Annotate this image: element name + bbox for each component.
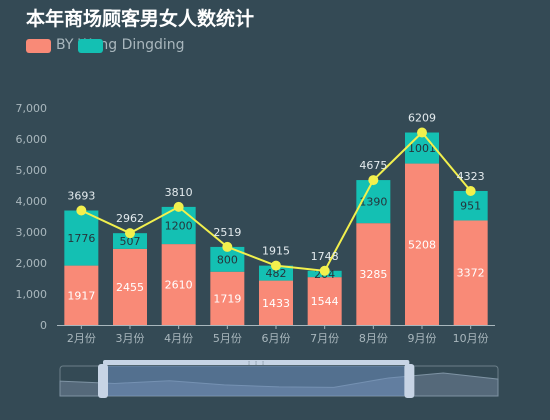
- bar-series-a: [161, 244, 196, 325]
- legend-swatch-a: [26, 39, 51, 53]
- line-point-label: 6209: [408, 112, 436, 125]
- line-point-label: 2962: [116, 212, 144, 225]
- bar-series-a: [113, 248, 147, 325]
- line-point: [368, 175, 379, 186]
- bar-label-a: 2455: [116, 281, 144, 294]
- bar-label-b: 1390: [359, 196, 387, 209]
- line-point: [222, 241, 233, 252]
- x-tick-label: 6月份: [262, 332, 291, 345]
- bar-label-a: 2610: [165, 279, 193, 292]
- x-tick-label: 4月份: [164, 332, 193, 345]
- zoom-move-bar: [103, 360, 410, 365]
- y-tick-label: 1,000: [16, 288, 48, 301]
- bar-label-a: 1917: [67, 289, 95, 302]
- bar-series-b: [259, 265, 293, 281]
- zoom-handle-left[interactable]: [98, 364, 108, 398]
- line-point: [417, 127, 427, 138]
- zoom-grip-icon: ⋮⋮⋮: [246, 358, 267, 366]
- y-tick-label: 6,000: [16, 133, 48, 146]
- bar-series-b: [113, 233, 147, 249]
- zoom-window: [103, 366, 410, 396]
- legend-swatch-b: [78, 39, 103, 53]
- bar-label-a: 3285: [359, 268, 387, 281]
- chart-title: 本年商场顾客男女人数统计: [26, 8, 255, 30]
- line-point-label: 3693: [67, 190, 95, 203]
- bar-series-a: [453, 220, 488, 325]
- line-point-label: 1915: [262, 245, 290, 258]
- y-tick-label: 5,000: [16, 164, 48, 177]
- x-tick-label: 5月份: [213, 332, 242, 345]
- bar-label-a: 5208: [408, 238, 436, 251]
- y-tick-label: 3,000: [16, 226, 48, 239]
- bar-label-b: 800: [217, 253, 238, 266]
- bar-label-b: 1200: [165, 219, 193, 232]
- x-tick-label: 9月份: [408, 332, 437, 345]
- x-tick-label: 2月份: [67, 332, 96, 345]
- bar-series-a: [356, 223, 391, 325]
- bar-label-b: 1776: [67, 232, 95, 245]
- line-point: [465, 185, 476, 196]
- bar-series-a: [210, 271, 245, 325]
- line-point-label: 4675: [359, 159, 387, 172]
- line-point: [271, 260, 281, 271]
- bar-series-a: [259, 280, 293, 325]
- x-tick-label: 10月份: [453, 332, 489, 345]
- x-tick-label: 8月份: [359, 332, 388, 345]
- x-tick-label: 3月份: [116, 332, 145, 345]
- bar-label-a: 1719: [213, 292, 241, 305]
- bar-series-a: [64, 265, 99, 325]
- bar-label-a: 1433: [262, 297, 290, 310]
- bar-series-b: [405, 132, 439, 164]
- bar-series-b: [64, 210, 99, 266]
- zoom-handle-right[interactable]: [404, 364, 415, 398]
- line-point: [173, 201, 184, 212]
- line-point: [319, 265, 330, 276]
- y-tick-label: 4,000: [16, 195, 48, 208]
- line-point: [125, 228, 135, 239]
- bar-label-b: 951: [460, 200, 481, 213]
- x-tick-label: 7月份: [310, 332, 339, 345]
- bar-label-a: 3372: [457, 267, 485, 280]
- line-point-label: 3810: [165, 186, 193, 199]
- line-point-label: 1748: [311, 250, 339, 263]
- bar-label-b: 507: [120, 235, 141, 248]
- bar-label-b: 1001: [408, 142, 436, 155]
- y-tick-label: 0: [40, 319, 47, 332]
- bar-label-b: 482: [266, 267, 287, 280]
- line-point: [76, 205, 87, 216]
- bar-label-a: 1544: [311, 295, 339, 308]
- line-point-label: 4323: [457, 170, 485, 183]
- y-tick-label: 7,000: [16, 102, 48, 115]
- y-tick-label: 2,000: [16, 257, 48, 270]
- line-point-label: 2519: [213, 226, 241, 239]
- bar-series-a: [307, 277, 342, 325]
- bar-series-a: [405, 163, 439, 325]
